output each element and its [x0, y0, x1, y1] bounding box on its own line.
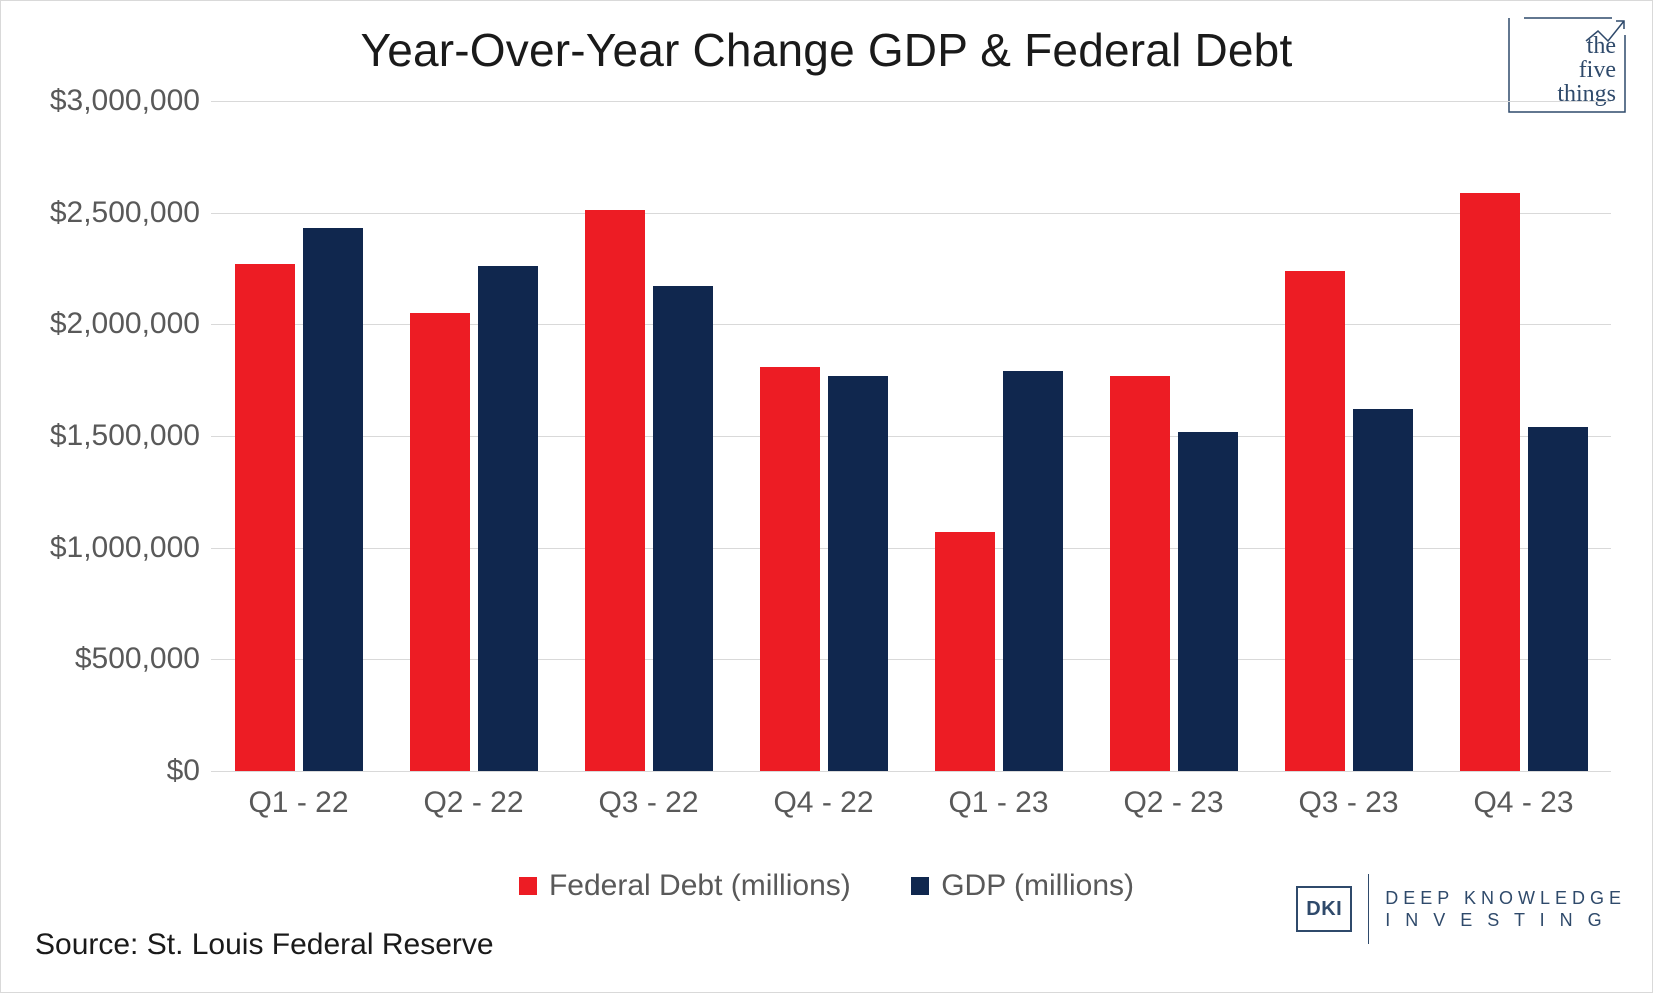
gridline [211, 101, 1611, 102]
dki-text: DEEP KNOWLEDGE I N V E S T I N G [1385, 887, 1626, 931]
y-tick-label: $2,500,000 [50, 196, 200, 230]
bar-gdp [1353, 409, 1413, 771]
x-tick-label: Q2 - 23 [1123, 786, 1223, 820]
gridline [211, 771, 1611, 772]
chart-title: Year-Over-Year Change GDP & Federal Debt [1, 23, 1652, 77]
bar-federal-debt [1285, 271, 1345, 771]
bar-gdp [828, 376, 888, 771]
y-tick-label: $3,000,000 [50, 84, 200, 118]
bar-gdp [1003, 371, 1063, 771]
y-tick-label: $1,500,000 [50, 419, 200, 453]
plot-area [211, 101, 1611, 771]
bar-federal-debt [1460, 193, 1520, 771]
bar-federal-debt [410, 313, 470, 771]
bar-federal-debt [760, 367, 820, 771]
dki-divider [1368, 874, 1369, 944]
legend-item-federal-debt: Federal Debt (millions) [519, 869, 851, 903]
x-tick-label: Q1 - 22 [248, 786, 348, 820]
source-text: Source: St. Louis Federal Reserve [35, 928, 494, 962]
bar-gdp [1178, 432, 1238, 771]
bar-gdp [478, 266, 538, 771]
bar-federal-debt [585, 210, 645, 771]
dki-logo: DKI DEEP KNOWLEDGE I N V E S T I N G [1296, 874, 1626, 944]
dki-line1: DEEP KNOWLEDGE [1385, 887, 1626, 909]
bar-federal-debt [1110, 376, 1170, 771]
y-tick-label: $2,000,000 [50, 307, 200, 341]
the-five-things-logo: the five things [1508, 17, 1626, 113]
x-tick-label: Q3 - 22 [598, 786, 698, 820]
dki-line2: I N V E S T I N G [1385, 909, 1626, 931]
x-tick-label: Q1 - 23 [948, 786, 1048, 820]
bar-federal-debt [235, 264, 295, 771]
gridline [211, 213, 1611, 214]
tft-line1: the [1587, 33, 1616, 59]
legend-swatch-gdp [911, 877, 929, 895]
y-tick-label: $1,000,000 [50, 531, 200, 565]
chart-frame: Year-Over-Year Change GDP & Federal Debt… [0, 0, 1653, 993]
y-tick-label: $0 [167, 754, 200, 788]
legend-label-federal-debt: Federal Debt (millions) [549, 869, 851, 903]
x-tick-label: Q3 - 23 [1298, 786, 1398, 820]
bar-federal-debt [935, 532, 995, 771]
tft-line2: five [1579, 57, 1616, 83]
y-tick-label: $500,000 [75, 642, 200, 676]
legend-item-gdp: GDP (millions) [911, 869, 1134, 903]
bar-gdp [653, 286, 713, 771]
bar-gdp [303, 228, 363, 771]
dki-box: DKI [1296, 886, 1352, 932]
bar-gdp [1528, 427, 1588, 771]
x-tick-label: Q4 - 22 [773, 786, 873, 820]
x-tick-label: Q2 - 22 [423, 786, 523, 820]
legend-swatch-federal-debt [519, 877, 537, 895]
legend-label-gdp: GDP (millions) [941, 869, 1134, 903]
x-tick-label: Q4 - 23 [1473, 786, 1573, 820]
